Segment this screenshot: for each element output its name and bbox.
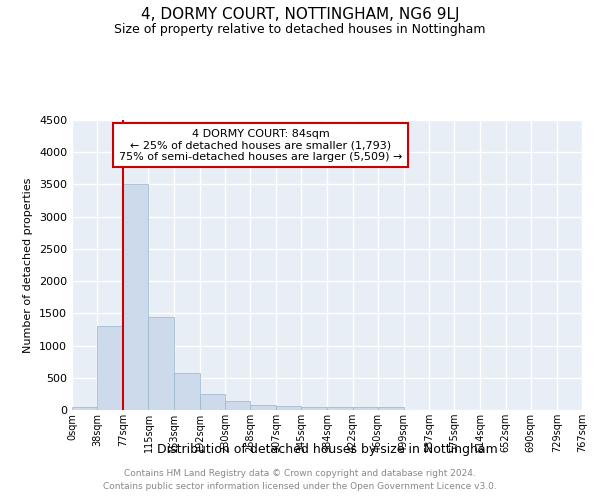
Bar	[123, 184, 148, 410]
Y-axis label: Number of detached properties: Number of detached properties	[23, 178, 34, 352]
Bar	[328, 407, 353, 410]
Bar	[378, 408, 404, 410]
Bar	[174, 372, 200, 410]
Text: 4, DORMY COURT, NOTTINGHAM, NG6 9LJ: 4, DORMY COURT, NOTTINGHAM, NG6 9LJ	[141, 8, 459, 22]
Text: Distribution of detached houses by size in Nottingham: Distribution of detached houses by size …	[157, 442, 497, 456]
Text: Contains HM Land Registry data © Crown copyright and database right 2024.: Contains HM Land Registry data © Crown c…	[124, 468, 476, 477]
Text: 4 DORMY COURT: 84sqm
← 25% of detached houses are smaller (1,793)
75% of semi-de: 4 DORMY COURT: 84sqm ← 25% of detached h…	[119, 128, 403, 162]
Bar	[97, 326, 123, 410]
Bar	[148, 316, 174, 410]
Text: Contains public sector information licensed under the Open Government Licence v3: Contains public sector information licen…	[103, 482, 497, 491]
Bar	[353, 407, 378, 410]
Bar	[200, 394, 225, 410]
Bar	[301, 407, 328, 410]
Bar	[72, 407, 97, 410]
Bar	[250, 405, 276, 410]
Text: Size of property relative to detached houses in Nottingham: Size of property relative to detached ho…	[114, 22, 486, 36]
Bar	[225, 402, 250, 410]
Bar	[276, 406, 301, 410]
